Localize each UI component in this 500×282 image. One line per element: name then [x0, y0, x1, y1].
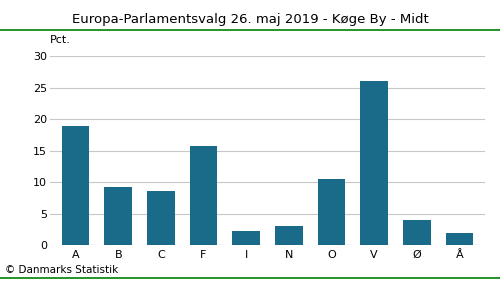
Bar [318, 179, 345, 245]
Text: Europa-Parlamentsvalg 26. maj 2019 - Køge By - Midt: Europa-Parlamentsvalg 26. maj 2019 - Køg… [72, 13, 428, 26]
Bar [190, 146, 218, 245]
Bar [232, 231, 260, 245]
Bar [360, 81, 388, 245]
Bar [275, 226, 302, 245]
Text: © Danmarks Statistik: © Danmarks Statistik [5, 265, 118, 275]
Bar [403, 219, 430, 245]
Bar [147, 191, 174, 245]
Bar [104, 187, 132, 245]
Text: Pct.: Pct. [50, 35, 71, 45]
Bar [62, 126, 90, 245]
Bar [446, 233, 473, 245]
